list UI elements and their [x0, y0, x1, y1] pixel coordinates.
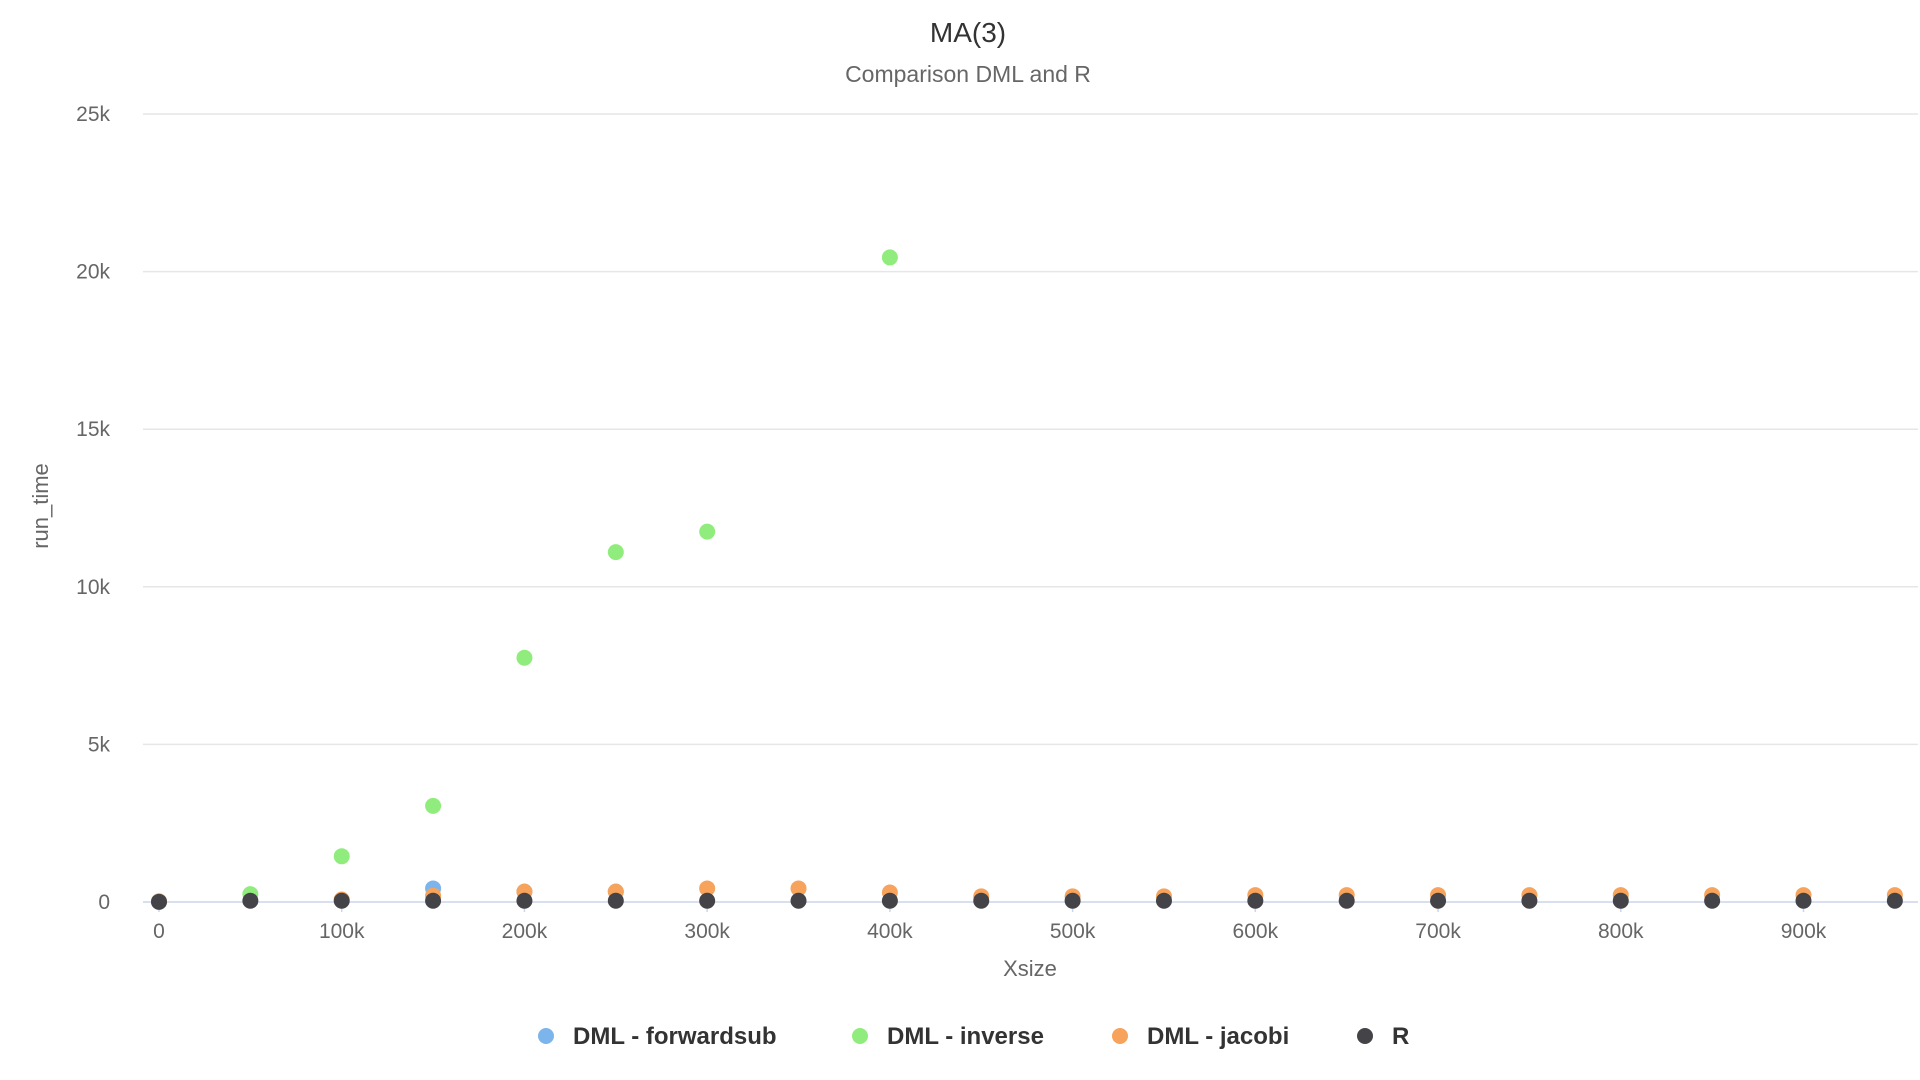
legend-label: DML - jacobi	[1147, 1023, 1289, 1050]
chart-subtitle: Comparison DML and R	[845, 61, 1091, 87]
legend-label: R	[1392, 1023, 1409, 1050]
data-point[interactable]	[425, 892, 442, 909]
x-axis-labels: 0 100k 200k 300k 400k 500k 600k 700k 800k 900k	[153, 902, 1827, 943]
legend-marker	[1112, 1028, 1128, 1044]
legend-item[interactable]: DML - inverse	[852, 1023, 1044, 1050]
x-tick-label: 700k	[1415, 920, 1461, 943]
legend-item[interactable]: DML - jacobi	[1112, 1023, 1289, 1050]
data-point[interactable]	[1064, 892, 1081, 909]
data-point[interactable]	[607, 892, 624, 909]
legend-item[interactable]: R	[1357, 1023, 1409, 1050]
legend-marker	[538, 1028, 554, 1044]
y-tick-label: 0	[98, 891, 110, 914]
data-point[interactable]	[607, 544, 624, 561]
data-point[interactable]	[242, 892, 259, 909]
series-dml-jacobi	[151, 880, 1903, 910]
y-tick-label: 20k	[76, 261, 110, 284]
legend-item[interactable]: DML - forwardsub	[538, 1023, 777, 1050]
data-point[interactable]	[881, 249, 898, 266]
legend-marker	[852, 1028, 868, 1044]
x-tick-label: 400k	[867, 920, 913, 943]
x-tick-label: 300k	[684, 920, 730, 943]
data-point[interactable]	[151, 893, 167, 910]
data-point[interactable]	[1521, 892, 1538, 909]
data-point[interactable]	[425, 797, 442, 814]
data-point[interactable]	[333, 848, 350, 865]
legend-marker	[1357, 1028, 1373, 1044]
y-tick-label: 25k	[76, 103, 110, 126]
data-point[interactable]	[881, 892, 898, 909]
data-point[interactable]	[790, 880, 807, 897]
data-point[interactable]	[1338, 892, 1355, 909]
legend-label: DML - forwardsub	[573, 1023, 777, 1050]
data-point[interactable]	[1155, 892, 1172, 909]
x-axis-title: Xsize	[1003, 956, 1057, 981]
data-point[interactable]	[973, 892, 990, 909]
data-point[interactable]	[790, 892, 807, 909]
data-series	[151, 249, 1903, 910]
x-tick-label: 800k	[1598, 920, 1644, 943]
data-point[interactable]	[1886, 892, 1903, 909]
y-tick-label: 5k	[88, 733, 111, 756]
series-dml-inverse	[151, 249, 898, 910]
data-point[interactable]	[516, 649, 533, 666]
chart-title: MA(3)	[930, 17, 1006, 48]
x-tick-label: 900k	[1781, 920, 1827, 943]
legend[interactable]: DML - forwardsub DML - inverse DML - jacob…	[538, 1023, 1409, 1050]
gridlines	[143, 113, 1918, 903]
x-tick-label: 600k	[1233, 920, 1279, 943]
x-tick-label: 500k	[1050, 920, 1096, 943]
data-point[interactable]	[333, 892, 350, 909]
data-point[interactable]	[1430, 892, 1447, 909]
data-point[interactable]	[1612, 892, 1629, 909]
x-tick-label: 0	[153, 920, 165, 943]
legend-label: DML - inverse	[887, 1023, 1044, 1050]
y-tick-label: 10k	[76, 576, 110, 599]
data-point[interactable]	[699, 892, 716, 909]
data-point[interactable]	[699, 880, 716, 897]
data-point[interactable]	[699, 523, 716, 540]
x-tick-label: 100k	[319, 920, 365, 943]
y-axis-labels: 0 5k 10k 15k 20k 25k	[76, 103, 110, 914]
y-axis-title: run_time	[28, 463, 53, 549]
data-point[interactable]	[1247, 892, 1264, 909]
series-dml-forwardsub	[151, 880, 624, 910]
data-point[interactable]	[1704, 892, 1721, 909]
series-r	[151, 892, 1903, 910]
data-point[interactable]	[1795, 892, 1812, 909]
x-tick-label: 200k	[502, 920, 548, 943]
data-point[interactable]	[516, 892, 533, 909]
y-tick-label: 15k	[76, 418, 110, 441]
